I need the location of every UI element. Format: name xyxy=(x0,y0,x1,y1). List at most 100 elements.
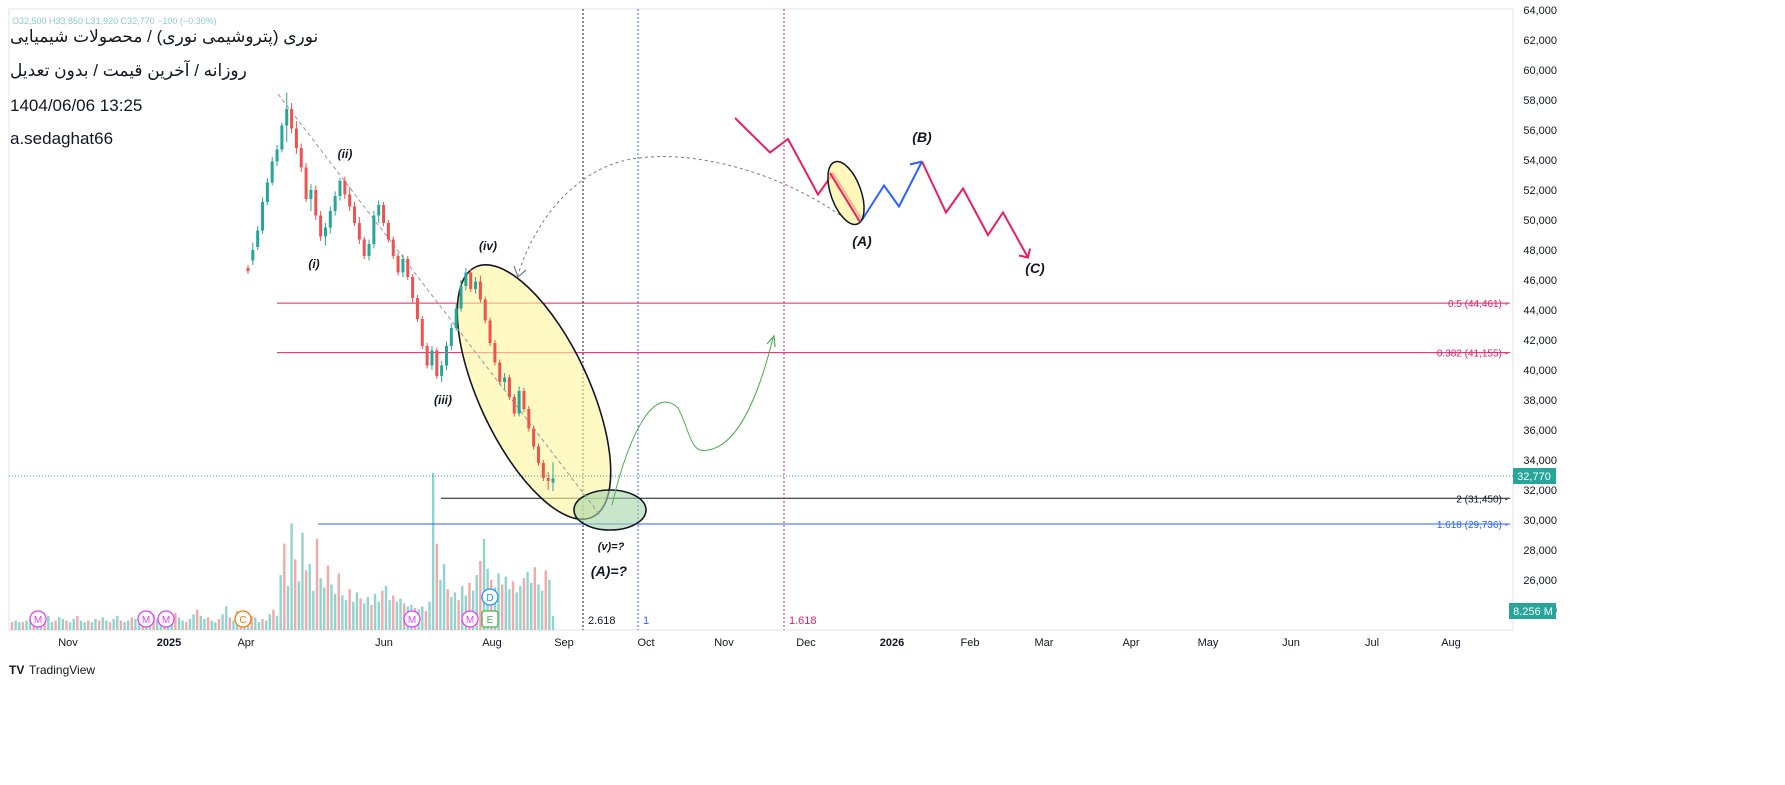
candle-body xyxy=(401,259,405,273)
projection-arrowhead xyxy=(1018,248,1031,259)
volume-bar xyxy=(290,523,293,630)
volume-bar xyxy=(548,579,551,630)
volume-bar xyxy=(174,612,177,630)
volume-bar xyxy=(352,601,355,630)
ohlc-readout: O32,500 H33,850 L31,920 C32,770 −100 (−0… xyxy=(12,16,217,26)
volume-bar xyxy=(515,592,518,630)
volume-bar xyxy=(112,619,115,630)
candle-body xyxy=(503,377,507,382)
candle-body xyxy=(474,281,478,289)
volume-bar xyxy=(294,559,297,630)
volume-bar xyxy=(461,586,464,630)
dashed-trend-line[interactable] xyxy=(277,93,601,516)
wave-label-v: (v)=? xyxy=(598,541,625,553)
volume-bar xyxy=(457,600,460,630)
price-axis[interactable]: 24,00026,00028,00030,00032,00034,00036,0… xyxy=(1523,5,1557,617)
volume-bar xyxy=(384,586,388,630)
event-marker xyxy=(234,610,252,628)
volume-bar xyxy=(61,619,65,630)
dashed-curve-arrow[interactable] xyxy=(517,156,841,276)
volume-bar xyxy=(50,622,54,630)
event-marker xyxy=(481,588,499,606)
volume-bar xyxy=(431,473,435,630)
volume-bar xyxy=(68,622,72,630)
candles xyxy=(246,92,555,492)
volume-bar xyxy=(185,622,188,630)
volume-bar xyxy=(58,617,61,630)
wave-a-ellipse[interactable] xyxy=(821,157,872,229)
projection-blue-path xyxy=(861,161,923,221)
candle-body xyxy=(440,365,444,376)
volume-bar xyxy=(442,564,446,630)
volume-bar xyxy=(319,578,322,630)
volume-bar xyxy=(87,620,90,630)
volume-bar xyxy=(439,579,442,630)
candle-body xyxy=(362,239,366,256)
candle-body xyxy=(546,478,550,481)
wave-label-iv: (iv) xyxy=(479,239,497,253)
wave-v-ellipse[interactable] xyxy=(573,489,647,531)
volume-bar xyxy=(156,619,159,630)
candle-body xyxy=(323,227,327,237)
volume-bar xyxy=(446,589,449,630)
candle-body xyxy=(488,320,492,343)
volume-bar xyxy=(14,620,17,630)
volume-bar xyxy=(304,570,308,630)
green-projection-arrow[interactable] xyxy=(611,337,774,506)
event-marker xyxy=(29,610,47,628)
candle-body xyxy=(275,149,279,162)
projection-paths[interactable] xyxy=(734,117,1031,259)
candle-body xyxy=(251,250,255,261)
last-price-badge xyxy=(1513,468,1556,484)
candle-body xyxy=(246,268,250,271)
volume-bar xyxy=(301,532,304,630)
wave-label-iii: (iii) xyxy=(434,393,452,407)
candle-body xyxy=(348,194,352,207)
volume-bar xyxy=(97,620,101,630)
volume-bar xyxy=(508,589,511,630)
volume-bar xyxy=(10,622,14,630)
volume-bar xyxy=(341,595,344,630)
time-axis[interactable]: Nov 2025 Apr Jun Aug Sep Oct Nov Dec 2026 Feb Mar Ap… xyxy=(58,637,1461,649)
volume-bar xyxy=(119,620,123,630)
chart-author: a.sedaghat66 xyxy=(10,129,113,148)
volume-bar xyxy=(297,581,301,630)
candle-body xyxy=(517,391,521,414)
candle-body xyxy=(299,148,303,168)
x-tick-label: 2025 xyxy=(157,637,181,649)
candle-body xyxy=(536,446,540,463)
y-tick-label: 54,000 xyxy=(1523,155,1557,167)
candle-body xyxy=(411,277,415,298)
y-tick-label: 42,000 xyxy=(1523,335,1557,347)
x-tick-label: Feb xyxy=(961,637,980,649)
candle-body xyxy=(353,206,357,223)
candle-body xyxy=(372,215,376,244)
candle-body xyxy=(415,298,419,319)
volume-bar xyxy=(330,584,333,630)
volume-bar xyxy=(195,609,199,630)
tradingview-logo-icon: TV xyxy=(9,663,24,677)
y-tick-label: 36,000 xyxy=(1523,425,1557,437)
volume-bar xyxy=(250,615,253,630)
volume-bar xyxy=(76,615,79,630)
dashed-curve-arrowhead xyxy=(513,265,527,279)
volume-badge-label: 8.256 M xyxy=(1513,606,1553,618)
volume-bar xyxy=(108,622,112,630)
volume-bar xyxy=(435,543,439,630)
volume-bar xyxy=(366,597,370,630)
volume-bar xyxy=(283,543,286,630)
volume-bar xyxy=(500,584,504,630)
volume-bar xyxy=(177,617,181,630)
volume-bar xyxy=(275,615,279,630)
x-tick-label: Aug xyxy=(1441,637,1461,649)
green-arrowhead xyxy=(766,334,776,348)
x-tick-label: Mar xyxy=(1035,637,1054,649)
event-markers[interactable]: M M M C M M DE xyxy=(29,588,499,628)
candle-body xyxy=(256,230,260,247)
candle-body xyxy=(507,377,511,397)
candle-body xyxy=(478,281,482,300)
volume-bar xyxy=(359,598,362,630)
candle-body xyxy=(280,125,284,150)
